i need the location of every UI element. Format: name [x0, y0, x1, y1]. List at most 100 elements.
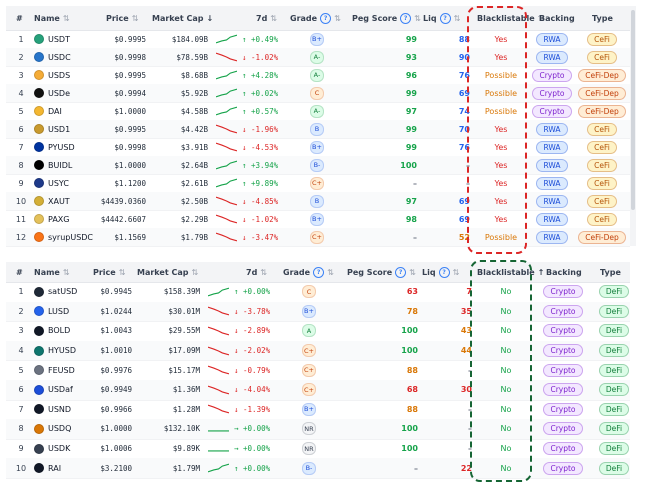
help-icon[interactable]: ? — [313, 266, 325, 278]
token-name-text[interactable]: USDQ — [48, 424, 72, 434]
token-name-text[interactable]: USDS — [48, 70, 71, 80]
token-name-text[interactable]: PAXG — [48, 214, 70, 224]
token-price: $0.9976 — [82, 360, 132, 380]
col-price[interactable]: Price ⇅ — [106, 6, 138, 30]
table-row[interactable]: 4 USDe $0.9994 $5.92B ↑ +0.02% C 99 69 Possible C… — [6, 84, 630, 103]
sort-icon[interactable]: ⇅ — [118, 267, 126, 277]
col-blacklistable[interactable]: Blacklistable ↑ — [477, 262, 544, 282]
market-cap: $5.92B — [146, 84, 208, 102]
col-peg-score[interactable]: Peg Score? ⇅ — [347, 262, 416, 282]
token-name-text[interactable]: syrupUSDC — [48, 232, 94, 242]
sort-icon[interactable]: ⇅ — [131, 13, 139, 23]
token-name-text[interactable]: DAI — [48, 106, 62, 116]
table-row[interactable]: 8 BUIDL $1.0000 $2.64B ↑ +3.94% B- 100 – Yes RWA C… — [6, 156, 630, 175]
table-row[interactable]: 4 HYUSD $1.0010 $17.09M ↓ -2.02% C+ 100 44 No Cry… — [6, 340, 630, 362]
sort-icon[interactable]: ⇅ — [260, 267, 267, 277]
peg-score: 100 — [356, 439, 418, 459]
coin-logo-icon — [34, 404, 44, 415]
token-name-text[interactable]: USND — [48, 404, 72, 414]
col-grade[interactable]: Grade? ⇅ — [283, 262, 334, 282]
sort-icon[interactable]: ⇅ — [327, 267, 334, 277]
col-peg-score[interactable]: Peg Score? ⇅ — [352, 6, 421, 30]
table-row[interactable]: 5 DAI $1.0000 $4.58B ↑ +0.57% A- 97 74 Possible C… — [6, 102, 630, 121]
table-row[interactable]: 1 satUSD $0.9945 $158.39M ↑ +0.00% C 63 7 No Cryp… — [6, 282, 630, 303]
sort-icon[interactable]: ⇅ — [62, 267, 70, 277]
scrollbar[interactable] — [630, 6, 636, 246]
table-row[interactable]: 7 USND $0.9966 $1.28M ↓ -1.39% B+ 88 – No Crypto D… — [6, 400, 630, 421]
col-liq[interactable]: Liq? ⇅ — [422, 262, 459, 282]
token-name-text[interactable]: USDe — [48, 88, 71, 98]
table-row[interactable]: 10 XAUT $4439.0360 $2.50B ↓ -4.85% B 97 69 Yes RW… — [6, 192, 630, 211]
sort-icon[interactable]: ⇅ — [334, 13, 341, 23]
table-row[interactable]: 10 RAI $3.2100 $1.79M ↑ +0.00% B- – 22 No Crypto D… — [6, 458, 630, 479]
col-name[interactable]: Name ⇅ — [34, 262, 70, 282]
col-market-cap[interactable]: Market Cap ↓ — [152, 6, 213, 30]
help-icon[interactable]: ? — [438, 266, 450, 278]
change-7d-text: ↑ +0.49% — [242, 34, 279, 44]
peg-score-text: 63 — [406, 287, 418, 297]
col-grade[interactable]: Grade? ⇅ — [290, 6, 341, 30]
col-7d[interactable]: 7d ⇅ — [246, 262, 267, 282]
sort-icon[interactable]: ⇅ — [270, 13, 277, 23]
token-name-text[interactable]: USD1 — [48, 124, 71, 134]
token-name-text[interactable]: satUSD — [48, 287, 78, 297]
token-name-text[interactable]: USDC — [48, 52, 71, 62]
col-liq[interactable]: Liq? ⇅ — [423, 6, 460, 30]
col-backing[interactable]: Backing — [539, 6, 575, 30]
token-price: $0.9995 — [96, 66, 146, 84]
help-icon[interactable]: ? — [400, 12, 412, 24]
scrollbar-thumb[interactable] — [631, 10, 635, 210]
token-name-text[interactable]: RAI — [48, 463, 62, 473]
token-name-text[interactable]: LUSD — [48, 306, 70, 316]
col-blacklistable[interactable]: Blacklistable ⇅ — [477, 6, 544, 30]
token-name-text[interactable]: HYUSD — [48, 346, 76, 356]
token-name-text[interactable]: BOLD — [48, 326, 71, 336]
table-row[interactable]: 2 USDC $0.9998 $78.59B ↓ -1.02% A- 93 90 Yes RWA C… — [6, 48, 630, 67]
table-row[interactable]: 8 USDQ $1.0000 $132.10K → +0.00% NR 100 – No Cryp… — [6, 419, 630, 440]
table-row[interactable]: 2 LUSD $1.0244 $30.01M ↓ -3.78% B+ 78 35 No Crypt… — [6, 301, 630, 323]
liquidity-text: 90 — [458, 52, 470, 62]
table-row[interactable]: 7 PYUSD $0.9998 $3.91B ↓ -4.53% B+ 99 76 Yes RWA C… — [6, 138, 630, 157]
help-icon[interactable]: ? — [320, 12, 332, 24]
token-name-text[interactable]: USDaf — [48, 385, 73, 395]
col-type[interactable]: Type — [592, 6, 613, 30]
sort-desc-icon[interactable]: ↓ — [206, 13, 214, 23]
sort-icon[interactable]: ⇅ — [414, 13, 421, 23]
token-name-text[interactable]: BUIDL — [48, 160, 73, 170]
table-row[interactable]: 6 USDaf $0.9949 $1.36M ↓ -4.04% C+ 68 30 No Crypt… — [6, 380, 630, 401]
col-type[interactable]: Type — [600, 262, 621, 282]
table-row[interactable]: 3 BOLD $1.0043 $29.55M ↓ -2.89% A 100 43 No Crypt… — [6, 321, 630, 342]
token-name-text[interactable]: USDK — [48, 444, 71, 454]
table-row[interactable]: 3 USDS $0.9995 $8.68B ↑ +4.28% A- 96 76 Possible… — [6, 66, 630, 85]
table-row[interactable]: 1 USDT $0.9995 $184.09B ↑ +0.49% B+ 99 88 Yes RWA… — [6, 30, 630, 49]
sort-icon[interactable]: ⇅ — [62, 13, 70, 23]
col-name[interactable]: Name ⇅ — [34, 6, 70, 30]
table-row[interactable]: 12 syrupUSDC $1.1569 $1.79B ↓ -3.47% C+ – 52 Pos… — [6, 228, 630, 247]
sort-asc-icon[interactable]: ↑ — [537, 267, 545, 277]
row-number-text: 4 — [18, 88, 24, 98]
token-name-text[interactable]: USYC — [48, 178, 69, 188]
table-row[interactable]: 5 FEUSD $0.9976 $15.17M ↓ -0.79% C+ 88 – No Crypt… — [6, 360, 630, 381]
col-backing[interactable]: Backing — [546, 262, 582, 282]
token-name-text[interactable]: XAUT — [48, 196, 70, 206]
table-row[interactable]: 11 PAXG $4442.6607 $2.29B ↓ -1.02% B+ 98 69 Yes R… — [6, 210, 630, 229]
token-name-text[interactable]: USDT — [48, 34, 70, 44]
table-row[interactable]: 9 USDK $1.0006 $9.89K → +0.00% NR 100 – No Crypto… — [6, 439, 630, 460]
token-name-text[interactable]: FEUSD — [48, 365, 75, 375]
sort-icon[interactable]: ⇅ — [452, 267, 460, 277]
sort-icon[interactable]: ⇅ — [453, 13, 461, 23]
token-name-text[interactable]: PYUSD — [48, 142, 75, 152]
help-icon[interactable]: ? — [439, 12, 451, 24]
sort-icon[interactable]: ⇅ — [537, 13, 545, 23]
sort-icon[interactable]: ⇅ — [409, 267, 416, 277]
sort-icon[interactable]: ⇅ — [191, 267, 199, 277]
col-price[interactable]: Price ⇅ — [93, 262, 125, 282]
market-cap-text: $184.09B — [171, 34, 208, 44]
help-icon[interactable]: ? — [395, 266, 407, 278]
backing: RWA — [534, 30, 570, 48]
change-7d: ↑ +3.94% — [242, 156, 284, 174]
col-7d[interactable]: 7d ⇅ — [256, 6, 277, 30]
table-row[interactable]: 9 USYC $1.1200 $2.61B ↑ +9.89% C+ – – Yes RWA CeFi — [6, 174, 630, 193]
table-row[interactable]: 6 USD1 $0.9995 $4.42B ↓ -1.96% B 99 70 Yes RWA CeF… — [6, 120, 630, 139]
col-market-cap[interactable]: Market Cap ⇅ — [137, 262, 198, 282]
